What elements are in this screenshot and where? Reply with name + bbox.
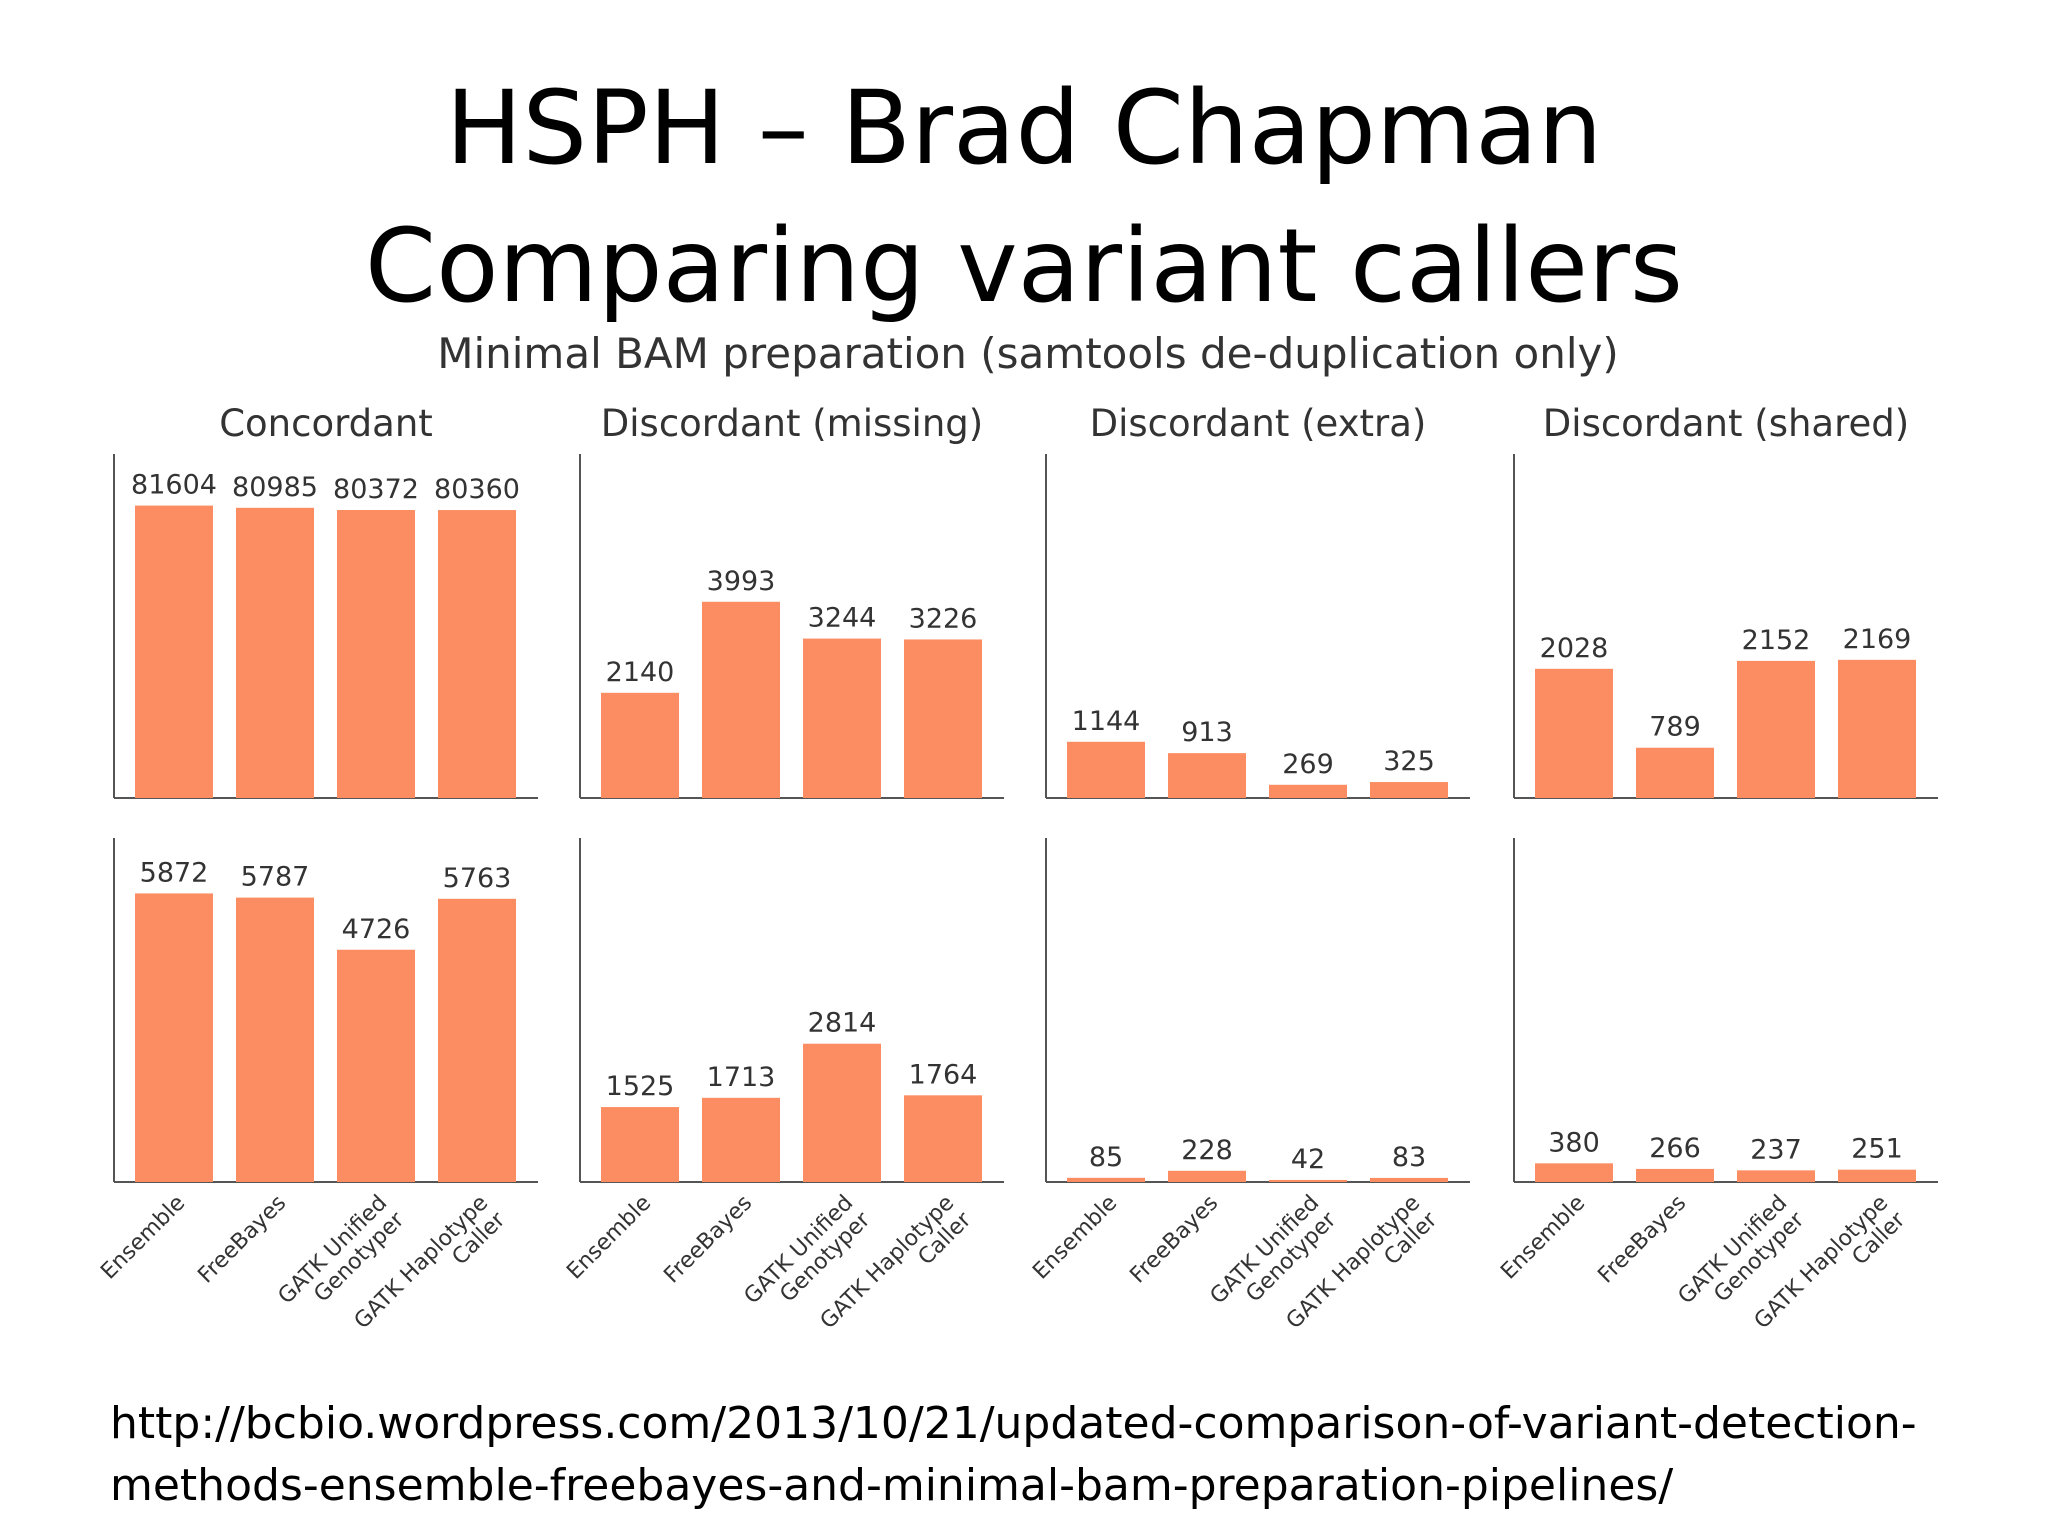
bar (904, 1095, 982, 1182)
data-label: 1764 (909, 1059, 978, 1090)
data-label: 3226 (909, 603, 978, 634)
data-label: 380 (1548, 1127, 1600, 1158)
bar (803, 638, 881, 798)
data-label: 3993 (707, 566, 776, 597)
x-tick-label: FreeBayes (1593, 1191, 1691, 1289)
data-label: 2814 (808, 1008, 877, 1039)
bar (601, 692, 679, 798)
bar (1535, 668, 1613, 798)
bar (702, 1097, 780, 1182)
source-url-line-2[interactable]: methods-ensemble-freebayes-and-minimal-b… (110, 1460, 1674, 1511)
data-label: 85 (1089, 1142, 1123, 1173)
panel-title: Discordant (extra) (1090, 402, 1427, 445)
x-tick-label: Ensemble (562, 1191, 656, 1285)
data-label: 5872 (140, 857, 209, 888)
data-label: 237 (1750, 1134, 1802, 1165)
data-label: 1144 (1072, 706, 1141, 737)
data-label: 4726 (342, 914, 411, 945)
data-label: 251 (1851, 1134, 1903, 1165)
bar (438, 898, 516, 1182)
bar (1636, 1168, 1714, 1182)
bar (1535, 1163, 1613, 1182)
data-label: 80372 (333, 474, 419, 505)
bar (1168, 753, 1246, 798)
x-tick-label: Ensemble (1028, 1191, 1122, 1285)
data-label: 1713 (707, 1062, 776, 1093)
data-label: 5763 (443, 863, 512, 894)
data-label: 5787 (241, 862, 310, 893)
bar (1269, 1179, 1347, 1182)
data-label: 325 (1383, 746, 1435, 777)
data-label: 3244 (808, 603, 877, 634)
bar (135, 505, 213, 798)
data-label: 2028 (1540, 633, 1609, 664)
panel-title: Concordant (219, 402, 433, 445)
bar (135, 893, 213, 1182)
bar (337, 510, 415, 798)
chart-panel: Discordant (missing) 2140 3993 3244 3226 (579, 402, 1004, 799)
data-label: 789 (1649, 712, 1701, 743)
bar (1737, 660, 1815, 798)
chart-suptitle: Minimal BAM preparation (samtools de-dup… (437, 329, 1619, 378)
panel-title: Discordant (missing) (601, 402, 983, 445)
x-tick-label: Ensemble (96, 1191, 190, 1285)
bar (601, 1107, 679, 1182)
bar (1737, 1170, 1815, 1182)
data-label: 1525 (606, 1071, 675, 1102)
chart-panel: Discordant (extra) 1144 913 269 325 (1045, 402, 1470, 799)
bar (904, 639, 982, 798)
x-tick-label: FreeBayes (193, 1191, 291, 1289)
slide-title-line-1: HSPH – Brad Chapman (445, 69, 1603, 188)
data-label: 266 (1649, 1133, 1701, 1164)
data-label: 83 (1392, 1142, 1426, 1173)
data-label: 2140 (606, 657, 675, 688)
bar (1067, 1177, 1145, 1182)
source-url-line-1[interactable]: http://bcbio.wordpress.com/2013/10/21/up… (110, 1398, 1917, 1449)
bar (1168, 1170, 1246, 1182)
data-label: 2169 (1843, 624, 1912, 655)
bar (1838, 659, 1916, 798)
bar (236, 507, 314, 798)
x-tick-label: FreeBayes (659, 1191, 757, 1289)
data-label: 913 (1181, 717, 1233, 748)
data-label: 2152 (1742, 625, 1811, 656)
bar (1838, 1169, 1916, 1182)
data-label: 42 (1291, 1144, 1325, 1175)
bar (1370, 782, 1448, 798)
bar (1370, 1177, 1448, 1182)
data-label: 228 (1181, 1135, 1233, 1166)
bar (438, 510, 516, 798)
bar (1269, 784, 1347, 798)
chart-panel: Discordant (shared) 2028 789 2152 2169 (1513, 402, 1938, 799)
bar (1067, 741, 1145, 798)
bar (702, 601, 780, 798)
data-label: 80985 (232, 472, 318, 503)
data-label: 269 (1282, 749, 1334, 780)
bar (803, 1043, 881, 1182)
data-label: 80360 (434, 474, 520, 505)
x-tick-label: Ensemble (1496, 1191, 1590, 1285)
data-label: 81604 (131, 470, 217, 501)
slide-title-line-2: Comparing variant callers (364, 207, 1684, 326)
panel-title: Discordant (shared) (1543, 402, 1909, 445)
x-tick-label: FreeBayes (1125, 1191, 1223, 1289)
bar (1636, 747, 1714, 798)
bar (337, 949, 415, 1182)
bar (236, 897, 314, 1182)
